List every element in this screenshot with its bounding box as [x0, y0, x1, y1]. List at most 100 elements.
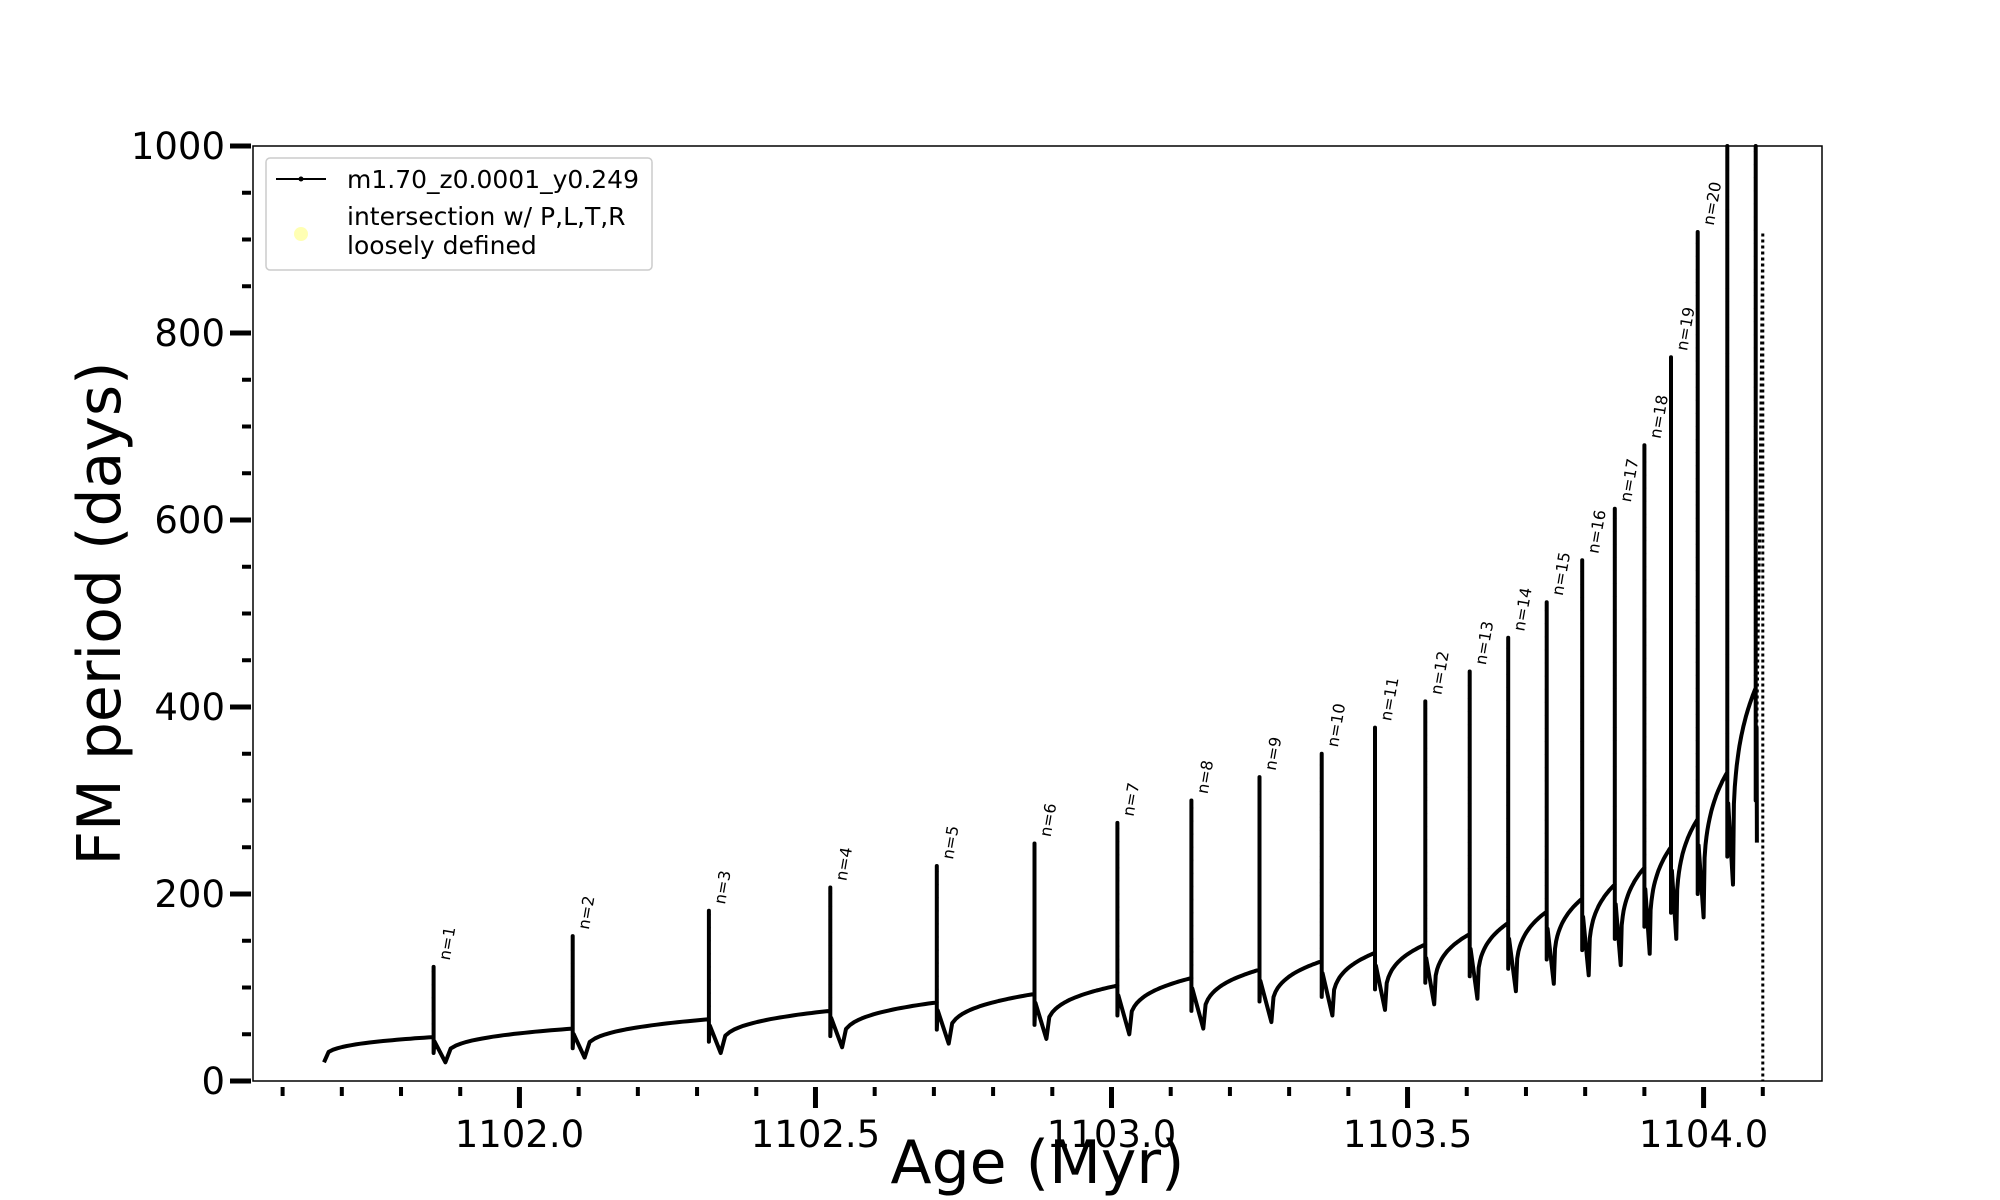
series-point [1257, 889, 1262, 893]
series-point [1695, 306, 1700, 311]
pulse-label: n=8 [1193, 759, 1218, 796]
series-point [1612, 516, 1617, 520]
series-point [1612, 882, 1617, 887]
series-point [1642, 656, 1647, 661]
series-point [431, 1009, 436, 1013]
series-point [1695, 241, 1700, 246]
series-point [1695, 529, 1700, 534]
series-point [1695, 319, 1700, 324]
pulse-label: n=20 [1699, 180, 1725, 227]
series-point [935, 974, 939, 979]
series-point [1257, 797, 1262, 802]
series-point [1580, 896, 1585, 901]
series-point [1725, 194, 1730, 199]
series-point [1642, 591, 1647, 595]
series-point [1580, 857, 1585, 862]
series-point [1032, 926, 1037, 931]
series-point [1373, 807, 1377, 811]
series-point [1753, 241, 1758, 246]
series-point [935, 961, 939, 965]
series-point [1506, 803, 1510, 807]
series-point [1257, 850, 1262, 854]
series-point [1725, 679, 1730, 683]
series-point [1753, 555, 1758, 560]
pulse-label: n=15 [1548, 550, 1574, 597]
series-point [1544, 831, 1549, 836]
series-point [1032, 979, 1037, 983]
series-point [1580, 726, 1585, 731]
series-point [1753, 267, 1758, 272]
series-point [1725, 220, 1730, 225]
legend-label: intersection w/ P,L,T,R loosely defined [347, 202, 626, 260]
series-point [707, 925, 711, 930]
series-point [1580, 674, 1585, 678]
series-point [1115, 892, 1120, 896]
series-point [1725, 770, 1730, 775]
series-point [1725, 338, 1730, 343]
series-point [1695, 490, 1700, 494]
series-point [1423, 890, 1428, 894]
series-point [1612, 581, 1617, 586]
series-point [1753, 516, 1758, 520]
series-point [707, 912, 711, 917]
series-point [935, 882, 939, 887]
series-point [570, 1013, 575, 1018]
series-point [1580, 582, 1585, 587]
series-point [1642, 473, 1647, 477]
series-point [1319, 841, 1324, 846]
series-point [1257, 863, 1262, 867]
series-point [1642, 538, 1647, 543]
series-point [935, 948, 939, 952]
series-point [1423, 877, 1428, 881]
series-point [1612, 804, 1617, 808]
series-point [1695, 267, 1700, 272]
series-point [1506, 711, 1510, 716]
series-point [1467, 814, 1472, 819]
series-point [1695, 594, 1700, 599]
series-point [1725, 168, 1730, 173]
series-point [1319, 802, 1324, 807]
series-point [570, 935, 575, 939]
series-point [1725, 626, 1730, 631]
legend-label: m1.70_z0.0001_y0.249 [347, 165, 639, 194]
series-point [1725, 233, 1730, 238]
series-point [1189, 923, 1194, 928]
series-point [1115, 970, 1120, 975]
series-point [1115, 931, 1120, 936]
series-point [1695, 804, 1700, 808]
series-point [1695, 477, 1700, 481]
series-point [1753, 175, 1758, 180]
series-point [1423, 824, 1428, 829]
y-axis-title: FM period (days) [65, 362, 135, 866]
pulse-label: n=19 [1672, 305, 1698, 352]
series-point [1753, 529, 1758, 534]
series-point [1725, 757, 1730, 762]
series-point [1506, 724, 1510, 729]
series-point [1753, 450, 1758, 455]
series-point [1373, 833, 1377, 837]
series-point [1612, 843, 1617, 848]
series-point [1189, 858, 1194, 863]
series-point [1115, 839, 1120, 844]
series-point [1115, 866, 1120, 870]
series-point [828, 995, 833, 1000]
series-point [1257, 876, 1262, 880]
series-point [1506, 737, 1510, 742]
series-point [1423, 903, 1428, 908]
series-point [1467, 775, 1472, 779]
series-point [1115, 983, 1120, 988]
series-point [1642, 460, 1647, 464]
series-point [1506, 672, 1510, 677]
series-point [1669, 793, 1673, 797]
series-point [1753, 228, 1758, 232]
series-point [1506, 921, 1510, 925]
series-point [1753, 372, 1758, 376]
series-point [1115, 879, 1120, 883]
series-point [1506, 908, 1510, 912]
series-point [1695, 450, 1700, 455]
series-point [1753, 359, 1758, 363]
series-point [1115, 826, 1120, 831]
series-point [1669, 701, 1673, 706]
series-point [1725, 613, 1730, 618]
series-point [828, 943, 833, 948]
